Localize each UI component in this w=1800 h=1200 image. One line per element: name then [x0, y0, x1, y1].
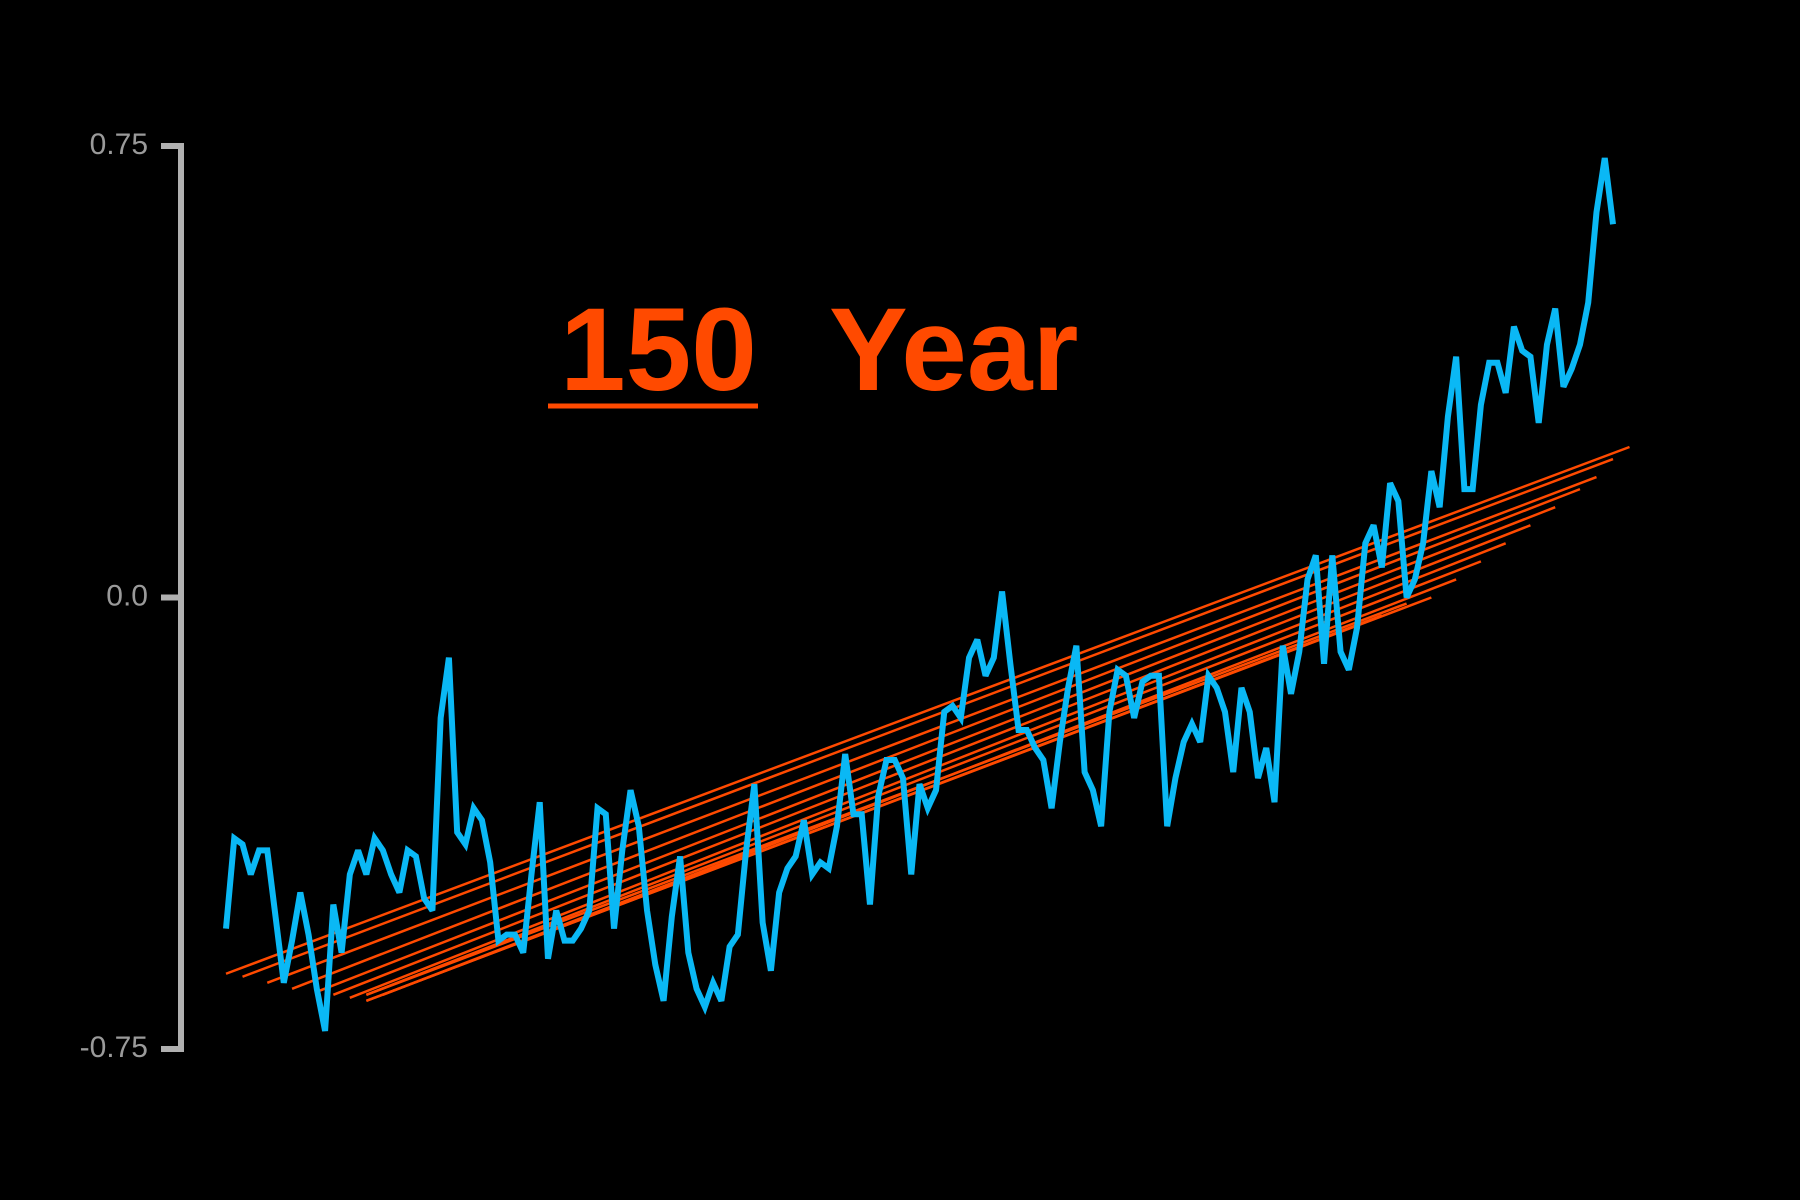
temperature-line — [223, 157, 1616, 1032]
y-tick-label: 0.0 — [106, 579, 148, 612]
trend-line — [316, 506, 1556, 993]
y-tick-label: -0.75 — [80, 1031, 148, 1064]
trend-line — [225, 445, 1630, 975]
trend-line — [365, 602, 1408, 996]
y-tick-label: 0.75 — [90, 128, 148, 161]
title-number: 150 — [560, 284, 757, 416]
trend-line — [349, 542, 1507, 999]
title-unit: Year — [829, 284, 1078, 416]
trend-line — [266, 475, 1597, 984]
